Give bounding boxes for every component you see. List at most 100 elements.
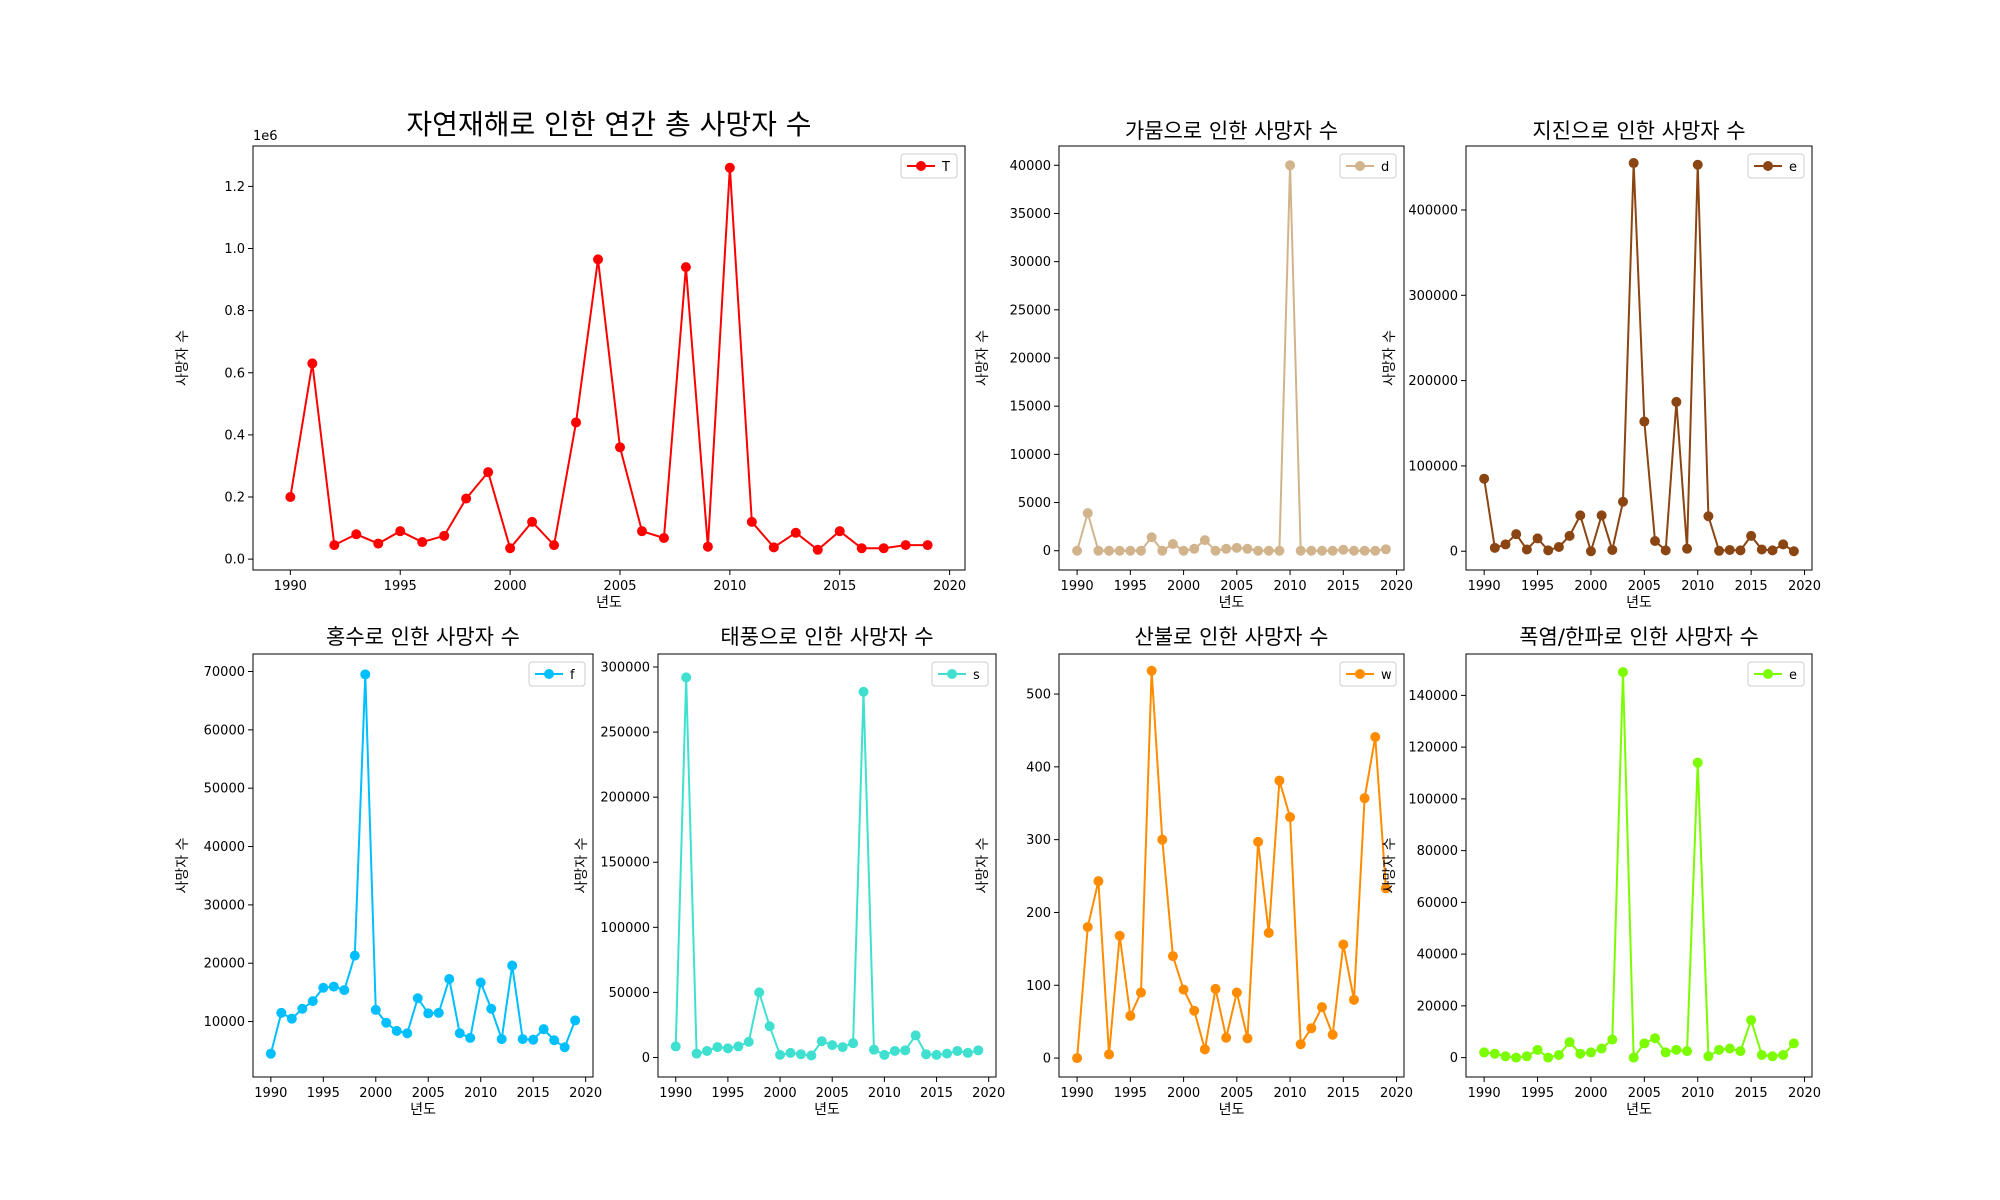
- y-tick-label: 300: [1026, 833, 1051, 848]
- x-tick-label: 2010: [1274, 579, 1307, 594]
- legend-label: e: [1789, 668, 1797, 683]
- data-point: [614, 442, 625, 453]
- y-tick-label: 80000: [1417, 844, 1458, 859]
- y-tick-label: 20000: [1010, 352, 1051, 367]
- y-tick-label: 25000: [1010, 303, 1051, 318]
- y-tick-label: 30000: [204, 898, 245, 913]
- data-point: [1221, 1032, 1232, 1043]
- data-point: [307, 996, 318, 1007]
- chart-7: 1990 1995 2000 2005 2010 2015 2020 0 20000 40000 6…: [1382, 625, 1821, 1118]
- y-tick-label: 0: [1450, 545, 1458, 560]
- data-point: [1317, 545, 1328, 556]
- data-point: [733, 1041, 744, 1052]
- data-point: [1317, 1002, 1328, 1013]
- legend-marker: [916, 161, 926, 171]
- data-point: [910, 1030, 921, 1041]
- data-point: [1338, 544, 1349, 555]
- y-tick-label: 0.6: [224, 366, 245, 381]
- chart-title: 지진으로 인한 사망자 수: [1532, 119, 1745, 143]
- series-line: [1076, 165, 1387, 553]
- data-point: [1348, 545, 1359, 556]
- data-point: [370, 1004, 381, 1015]
- data-point: [507, 960, 518, 971]
- data-point: [1338, 939, 1349, 950]
- x-tick-label: 1990: [1468, 1086, 1501, 1101]
- y-axis-label: 사망자 수: [175, 330, 191, 386]
- data-point: [1703, 1051, 1714, 1062]
- y-axis-label: 사망자 수: [1382, 330, 1398, 386]
- chart-1: 1990 1995 2000 2005 2010 2015 2020 0.0 0.2 0.4 0.6…: [175, 108, 966, 611]
- y-tick-label: 300000: [600, 661, 650, 676]
- y-offset-text: 1e6: [253, 129, 278, 144]
- data-point: [856, 543, 867, 554]
- x-tick-label: 2020: [1788, 579, 1821, 594]
- series-line: [674, 677, 979, 1057]
- y-tick-label: 140000: [1408, 689, 1458, 704]
- legend-marker: [1763, 161, 1773, 171]
- data-point: [775, 1049, 786, 1060]
- data-point: [318, 982, 329, 993]
- y-tick-label: 0.0: [224, 553, 245, 568]
- data-point: [816, 1036, 827, 1047]
- y-tick-label: 150000: [600, 856, 650, 871]
- y-tick-label: 20000: [204, 957, 245, 972]
- chart-title: 홍수로 인한 사망자 수: [326, 625, 520, 649]
- data-point: [1167, 538, 1178, 549]
- data-point: [1660, 545, 1671, 556]
- data-point: [454, 1028, 465, 1039]
- data-point: [486, 1003, 497, 1014]
- data-point: [712, 1042, 723, 1053]
- data-point: [868, 1044, 879, 1055]
- x-tick-label: 1995: [711, 1086, 744, 1101]
- chart-title: 가뭄으로 인한 사망자 수: [1125, 119, 1338, 143]
- x-tick-label: 2015: [517, 1086, 550, 1101]
- data-point: [1724, 1043, 1735, 1054]
- x-tick-label: 1990: [1061, 1086, 1094, 1101]
- data-point: [1370, 731, 1381, 742]
- data-point: [381, 1017, 392, 1028]
- data-point: [1703, 511, 1714, 522]
- chart-title: 폭염/한파로 인한 사망자 수: [1519, 625, 1759, 649]
- x-tick-label: 2020: [1788, 1086, 1821, 1101]
- y-tick-label: 10000: [1010, 448, 1051, 463]
- y-tick-label: 120000: [1408, 741, 1458, 756]
- data-point: [889, 1045, 900, 1056]
- data-point: [900, 540, 911, 551]
- data-point: [1231, 987, 1242, 998]
- data-point: [1692, 757, 1703, 768]
- data-point: [681, 672, 692, 683]
- x-tick-label: 2020: [1380, 1086, 1413, 1101]
- data-point: [528, 1034, 539, 1045]
- y-tick-label: 1.2: [224, 180, 245, 195]
- y-tick-label: 100000: [600, 921, 650, 936]
- data-point: [1714, 1044, 1725, 1055]
- x-tick-label: 2020: [972, 1086, 1005, 1101]
- x-axis-label: 년도: [410, 1102, 436, 1118]
- y-tick-label: 1.0: [224, 242, 245, 257]
- x-tick-label: 2015: [1327, 579, 1360, 594]
- data-point: [806, 1050, 817, 1061]
- data-point: [878, 543, 889, 554]
- data-point: [1178, 545, 1189, 556]
- data-point: [373, 538, 384, 549]
- data-point: [1348, 994, 1359, 1005]
- chart-6: 1990 1995 2000 2005 2010 2015 2020 0 100 200 300 40…: [975, 625, 1413, 1118]
- data-point: [636, 526, 647, 537]
- y-tick-label: 100000: [1408, 792, 1458, 807]
- x-tick-label: 2015: [1327, 1086, 1360, 1101]
- data-point: [1199, 1044, 1210, 1055]
- data-point: [549, 1035, 560, 1046]
- data-point: [570, 1015, 581, 1026]
- data-point: [702, 541, 713, 552]
- data-point: [1359, 545, 1370, 556]
- data-point: [349, 950, 360, 961]
- data-point: [1564, 1037, 1575, 1048]
- x-tick-label: 2010: [868, 1086, 901, 1101]
- data-point: [1575, 510, 1586, 521]
- y-tick-label: 50000: [204, 782, 245, 797]
- legend-label: w: [1381, 668, 1392, 683]
- data-point: [1306, 1023, 1317, 1034]
- data-point: [1082, 508, 1093, 519]
- data-point: [1767, 545, 1778, 556]
- y-tick-label: 40000: [1010, 159, 1051, 174]
